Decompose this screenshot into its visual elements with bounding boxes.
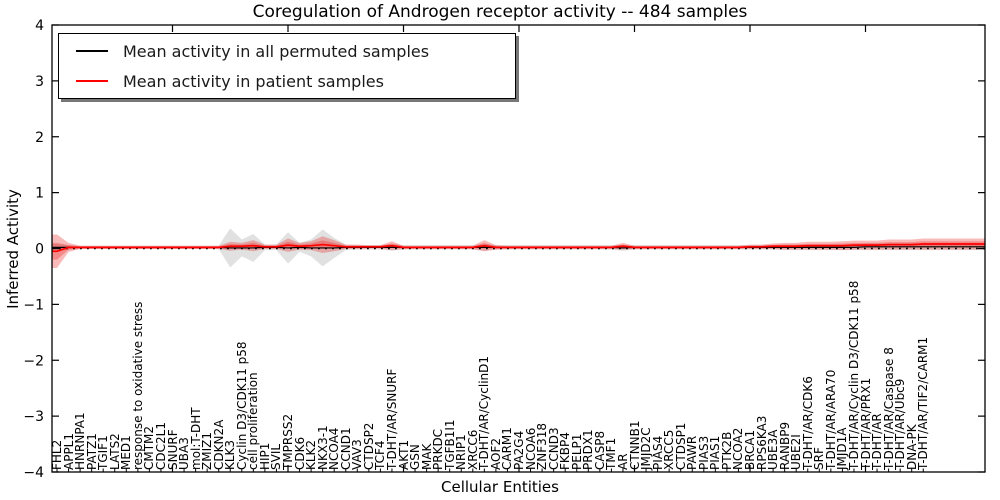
legend-label-permuted: Mean activity in all permuted samples bbox=[123, 41, 430, 61]
chart-title: Coregulation of Androgen receptor activi… bbox=[252, 2, 748, 22]
y-tick-label: −1 bbox=[23, 297, 44, 313]
y-tick-label: 3 bbox=[35, 74, 44, 90]
legend-entry-permuted: Mean activity in all permuted samples bbox=[59, 42, 515, 61]
patient-mean-line bbox=[52, 243, 985, 253]
y-tick-label: 2 bbox=[35, 130, 44, 146]
data-layer bbox=[52, 228, 985, 269]
y-tick-label: 1 bbox=[35, 186, 44, 202]
legend-label-patient: Mean activity in patient samples bbox=[123, 71, 384, 91]
y-tick-label: −2 bbox=[23, 353, 44, 369]
x-axis-label: Cellular Entities bbox=[441, 478, 559, 496]
legend: Mean activity in all permuted samples Me… bbox=[58, 33, 516, 99]
patient-spread-band bbox=[52, 234, 985, 269]
y-tick-label: 4 bbox=[35, 18, 44, 34]
y-tick-label: −3 bbox=[23, 409, 44, 425]
x-category-label: T-DHT/AR/TIF2/CARM1 bbox=[916, 336, 931, 470]
permuted-line-swatch bbox=[76, 50, 108, 52]
patient-line-swatch bbox=[76, 80, 108, 82]
y-tick-label: −4 bbox=[23, 465, 44, 481]
legend-entry-patient: Mean activity in patient samples bbox=[59, 72, 515, 91]
y-tick-label: 0 bbox=[35, 242, 44, 258]
y-axis-label: Inferred Activity bbox=[4, 189, 22, 309]
